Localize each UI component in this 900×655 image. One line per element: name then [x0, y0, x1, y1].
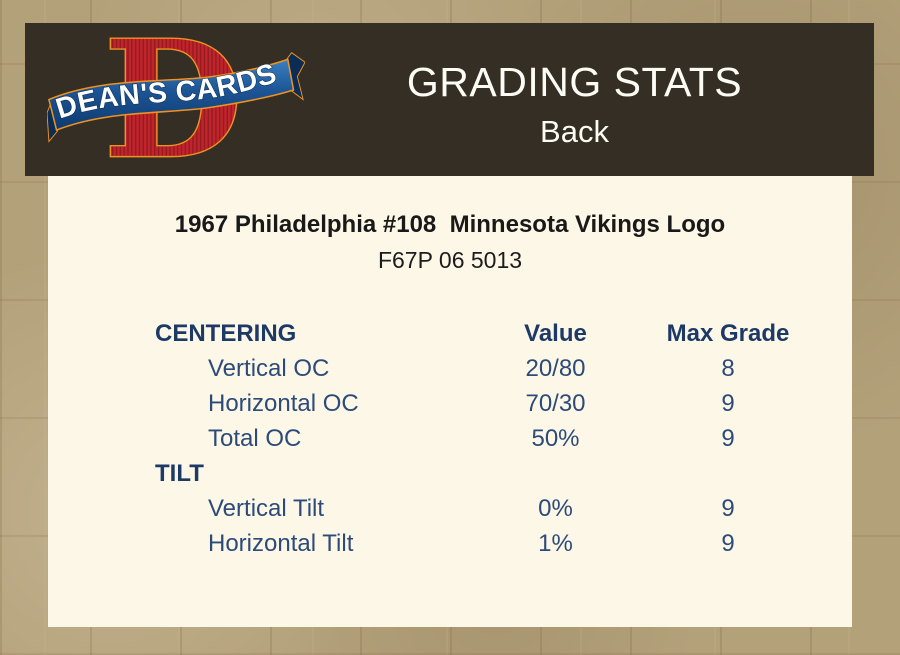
row-max-grade: 9 — [721, 389, 735, 417]
table-header-row: CENTERING Value Max Grade — [48, 316, 852, 351]
page-subtitle-back: Back — [540, 114, 609, 149]
card-code: F67P 06 5013 — [377, 247, 523, 273]
row-label: Total OC — [208, 424, 302, 452]
row-label: Horizontal OC — [208, 389, 359, 417]
row-value: 1% — [538, 529, 573, 557]
section-label-tilt: TILT — [155, 459, 204, 487]
table-row: Horizontal OC 70/30 9 — [48, 386, 852, 421]
table-row: Total OC 50% 9 — [48, 421, 852, 456]
stats-table: CENTERING Value Max Grade Vertical OC 20… — [48, 316, 852, 561]
table-row: Vertical OC 20/80 8 — [48, 351, 852, 386]
table-section-row: TILT — [48, 456, 852, 491]
row-max-grade: 8 — [721, 354, 735, 382]
column-header-max-grade: Max Grade — [666, 319, 790, 347]
row-max-grade: 9 — [721, 494, 735, 522]
deans-cards-logo-graphic: D DEAN'S CARDS — [46, 3, 306, 195]
card-title: 1967 Philadelphia #108 Minnesota Vikings… — [174, 211, 726, 238]
row-value: 70/30 — [525, 389, 586, 417]
deans-cards-logo: D DEAN'S CARDS — [46, 3, 306, 195]
logo-ribbon — [48, 58, 295, 132]
row-label: Horizontal Tilt — [208, 529, 354, 557]
row-max-grade: 9 — [721, 529, 735, 557]
row-value: 20/80 — [525, 354, 586, 382]
page-title: GRADING STATS — [406, 59, 743, 105]
row-max-grade: 9 — [721, 424, 735, 452]
table-row: Vertical Tilt 0% 9 — [48, 491, 852, 526]
header-bar: D DEAN'S CARDS GRADING STATS Back — [25, 3, 874, 195]
column-header-value: Value — [524, 319, 587, 347]
header-text: GRADING STATS Back — [305, 23, 844, 176]
row-label: Vertical OC — [208, 354, 330, 382]
table-row: Horizontal Tilt 1% 9 — [48, 526, 852, 561]
row-label: Vertical Tilt — [208, 494, 325, 522]
grading-stats-panel: 1967 Philadelphia #108 Minnesota Vikings… — [48, 176, 852, 627]
row-value: 50% — [531, 424, 580, 452]
row-value: 0% — [538, 494, 573, 522]
section-label-centering: CENTERING — [155, 319, 297, 347]
